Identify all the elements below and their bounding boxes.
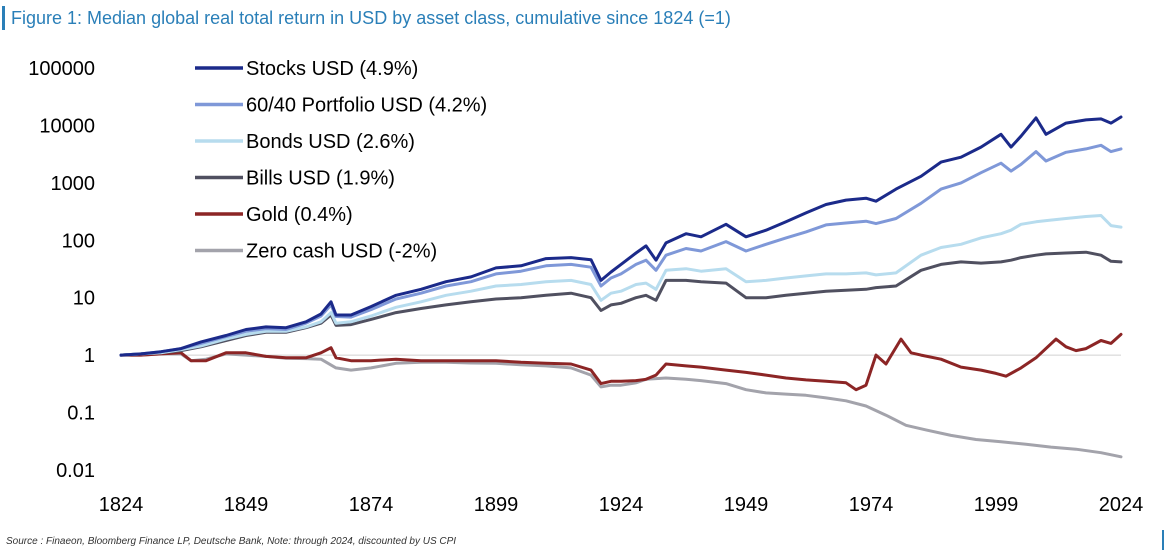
y-tick-label: 1000	[51, 173, 96, 195]
footer-accent-bar	[1162, 530, 1164, 550]
line-chart: 100000 10000 1000 100 10 1 0.1 0.01 1824 1849 187…	[28, 58, 1144, 516]
legend-label: Bills USD (1.9%)	[246, 168, 395, 190]
series-line-4	[119, 332, 1123, 392]
x-tick-label: 1974	[849, 494, 894, 516]
legend: Stocks USD (4.9%) 60/40 Portfolio USD (4.…	[195, 58, 487, 263]
series-line-0	[119, 115, 1123, 357]
series-lines	[119, 115, 1123, 459]
x-tick-label: 1899	[474, 494, 519, 516]
x-tick-label: 1999	[974, 494, 1019, 516]
x-axis-tick-labels: 1824 1849 1874 1899 1924 1949 1974 1999 2024	[99, 494, 1144, 516]
legend-label: Stocks USD (4.9%)	[246, 58, 418, 80]
source-note: Source : Finaeon, Bloomberg Finance LP, …	[6, 536, 457, 547]
y-tick-label: 1	[84, 345, 95, 367]
series-line-2	[119, 214, 1123, 357]
x-tick-label: 1924	[599, 494, 644, 516]
legend-label: Zero cash USD (-2%)	[246, 241, 437, 263]
chart-area: 100000 10000 1000 100 10 1 0.1 0.01 1824 1849 187…	[0, 30, 1170, 520]
x-tick-label: 1874	[349, 494, 394, 516]
legend-label: Gold (0.4%)	[246, 204, 353, 226]
y-tick-label: 0.01	[56, 460, 95, 482]
y-tick-label: 10	[73, 288, 95, 310]
x-tick-label: 1949	[724, 494, 769, 516]
figure-title-bar: Figure 1: Median global real total retur…	[2, 6, 1168, 30]
y-tick-label: 100	[62, 230, 95, 252]
legend-label: Bonds USD (2.6%)	[246, 131, 415, 153]
y-tick-label: 100000	[28, 58, 95, 80]
series-line-3	[119, 250, 1123, 357]
x-tick-label: 2024	[1099, 494, 1144, 516]
x-tick-label: 1824	[99, 494, 144, 516]
y-axis-tick-labels: 100000 10000 1000 100 10 1 0.1 0.01	[28, 58, 95, 482]
y-tick-label: 0.1	[67, 403, 95, 425]
legend-label: 60/40 Portfolio USD (4.2%)	[246, 95, 487, 117]
chart-title: Figure 1: Median global real total retur…	[11, 8, 731, 28]
y-tick-label: 10000	[39, 115, 95, 137]
x-tick-label: 1849	[224, 494, 269, 516]
